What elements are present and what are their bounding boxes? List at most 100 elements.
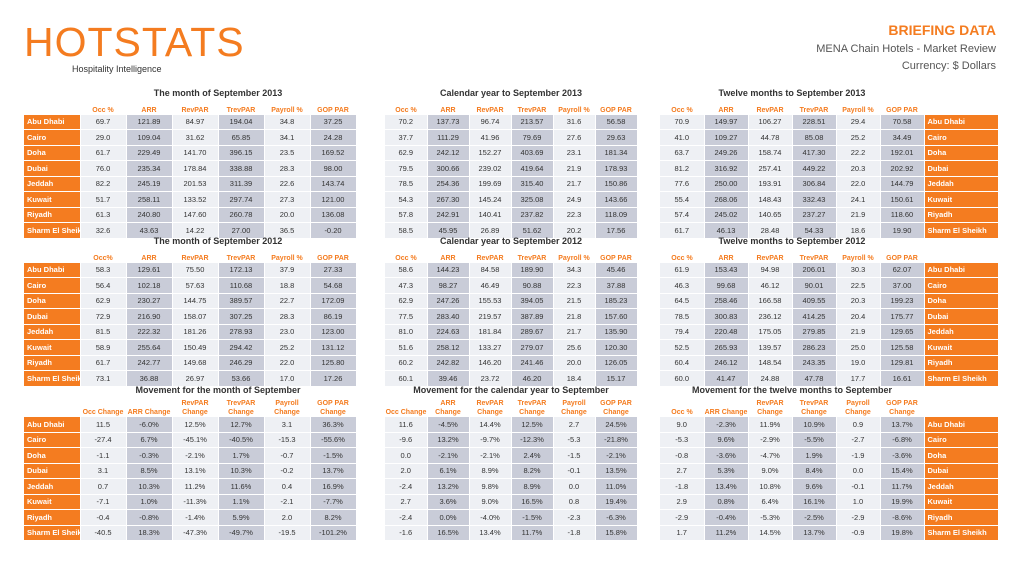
cell: 255.64 [126,339,173,356]
cell: 15.4% [880,463,925,479]
cell: 85.08 [792,129,837,146]
cell: 62.07 [880,262,925,278]
cell: 29.63 [595,129,638,146]
cell: 11.2% [704,525,749,541]
cell: 25.0 [836,339,881,356]
cell: 19.8% [880,525,925,541]
data-row: -5.3 9.6% -2.9% -5.5% -2.7 -6.8% Cairo [660,432,999,448]
cell: 140.65 [748,207,793,223]
cell: 15.17 [595,370,638,387]
data-row: 0.0 -2.1% -2.1% 2.4% -1.5 -2.1% [385,447,638,464]
cell: 2.7 [385,494,428,510]
data-row: Kuwait 51.7 258.11 133.52 297.74 27.3 121.00 [24,191,357,208]
cell: 10.3% [218,463,265,479]
cell: 8.9% [469,463,512,479]
column-header: GOP PAR Change [886,400,918,416]
cell: 26.97 [172,370,219,387]
data-row: Doha 62.9 230.27 144.75 389.57 22.7 172.09 [24,293,357,309]
row-label: Cairo [924,129,999,146]
column-header: TrevPAR Change [226,400,256,416]
cell: 23.0 [264,324,311,340]
data-row: Abu Dhabi 58.3 129.61 75.50 172.13 37.9 27.33 [24,262,357,278]
corner [24,248,80,263]
row-label: Dubai [24,308,81,325]
data-row: Cairo -27.4 6.7% -45.1% -40.5% -15.3 -55.6% [24,432,357,448]
column-header: Occ % [92,106,114,114]
cell: 20.3 [836,160,881,177]
cell: 147.60 [172,207,219,223]
header-row: Occ % ARR RevPAR TrevPAR Payroll % GOP PAR [24,100,356,115]
cell: 258.46 [704,293,749,309]
cell: 118.60 [880,207,925,223]
data-table: Occ Change ARR Change RevPAR Change TrevPAR… [24,397,357,541]
cell: 70.58 [880,114,925,130]
column-header: ARR [440,254,456,262]
cell: 153.43 [704,262,749,278]
data-row: 79.4 220.48 175.05 279.85 21.9 129.65 Jeddah [660,324,999,340]
row-label: Riyadh [24,207,81,223]
cell: -1.1 [80,447,127,464]
column-header: ARR [141,106,157,114]
data-row: Dubai 72.9 216.90 158.07 307.25 28.3 86.19 [24,308,357,325]
column-header: Payroll % [842,254,874,262]
cell: 63.7 [660,145,705,161]
cell: 94.98 [748,262,793,278]
cell: 61.7 [80,355,127,371]
column-header: Occ % [671,409,693,416]
row-label: Jeddah [24,478,81,495]
cell: 316.92 [704,160,749,177]
cell: 258.12 [427,339,470,356]
cell: 199.69 [469,176,512,192]
cell: 12.7% [218,417,265,433]
cell: 265.93 [704,339,749,356]
cell: -5.3 [553,432,596,448]
cell: 172.09 [310,293,357,309]
cell: 409.55 [792,293,837,309]
cell: -3.6% [880,447,925,464]
data-row: Sharm El Sheikh73.136.8826.9753.6617.017… [24,370,357,387]
data-row: Riyadh 61.3 240.80 147.60 260.78 20.0 136.08 [24,207,357,223]
cell: 51.62 [511,222,554,239]
data-row: Cairo 56.4 102.18 57.63 110.68 18.8 54.68 [24,277,357,294]
row-label: Abu Dhabi [924,417,999,433]
report-subtitle: MENA Chain Hotels - Market Review [816,43,996,55]
cell: 242.12 [427,145,470,161]
panel-title: The month of September 2013 [153,88,283,98]
cell: 120.30 [595,339,638,356]
cell: 8.5% [126,463,173,479]
column-header: RevPAR Change [756,400,784,416]
data-row: -2.4 0.0% -4.0% -1.5% -2.3 -6.3% [385,509,638,526]
row-label: Sharm El Sheikh [924,370,999,387]
cell: 57.63 [172,277,219,294]
data-row: -0.8 -3.6% -4.7% 1.9% -1.9 -3.6% Doha [660,447,999,464]
cell: 202.92 [880,160,925,177]
cell: 28.3 [264,308,311,325]
cell: 70.2 [385,114,428,130]
cell: -2.4 [385,509,428,526]
cell: 289.67 [511,324,554,340]
cell: 216.90 [126,308,173,325]
data-row: 70.9 149.97 106.27 228.51 29.4 70.58 Abu Dhabi [660,114,999,130]
cell: 257.41 [748,160,793,177]
data-row: 79.5 300.66 239.02 419.64 21.9 178.93 [385,160,638,177]
cell: 61.3 [80,207,127,223]
row-label: Abu Dhabi [24,262,81,278]
cell: 76.0 [80,160,127,177]
cell: 13.1% [172,463,219,479]
cell: 27.3 [264,191,311,208]
data-table: Occ % ARR Change RevPAR Change TrevPAR Chan… [660,397,999,541]
cell: 144.79 [880,176,925,192]
cell: 61.7 [660,222,705,239]
cell: 194.04 [218,114,265,130]
cell: 86.19 [310,308,357,325]
cell: 58.9 [80,339,127,356]
cell: -2.9% [748,432,793,448]
cell: 260.78 [218,207,265,223]
data-row: 11.6 -4.5% 14.4% 12.5% 2.7 24.5% [385,417,638,433]
panel-title: Twelve months to September 2012 [718,236,866,246]
cell: 31.6 [553,114,596,130]
data-row: 1.7 11.2% 14.5% 13.7% -0.9 19.8% Sharm El Shei… [660,525,999,541]
data-row: Jeddah 81.5 222.32 181.26 278.93 23.0 123.00 [24,324,357,340]
cell: 0.8% [704,494,749,510]
column-header: TrevPAR [517,254,547,262]
